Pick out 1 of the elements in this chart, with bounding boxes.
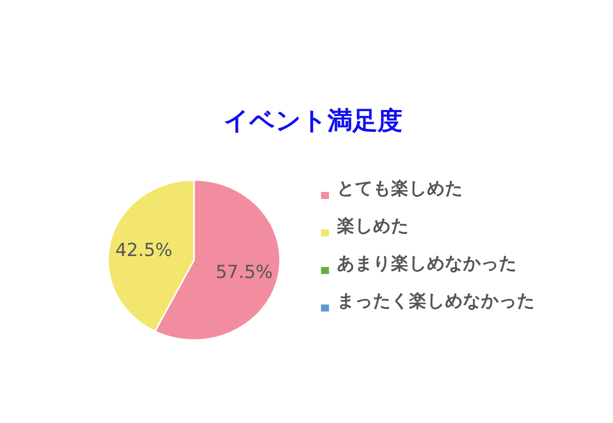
title: イベント満足度 [224,106,402,135]
